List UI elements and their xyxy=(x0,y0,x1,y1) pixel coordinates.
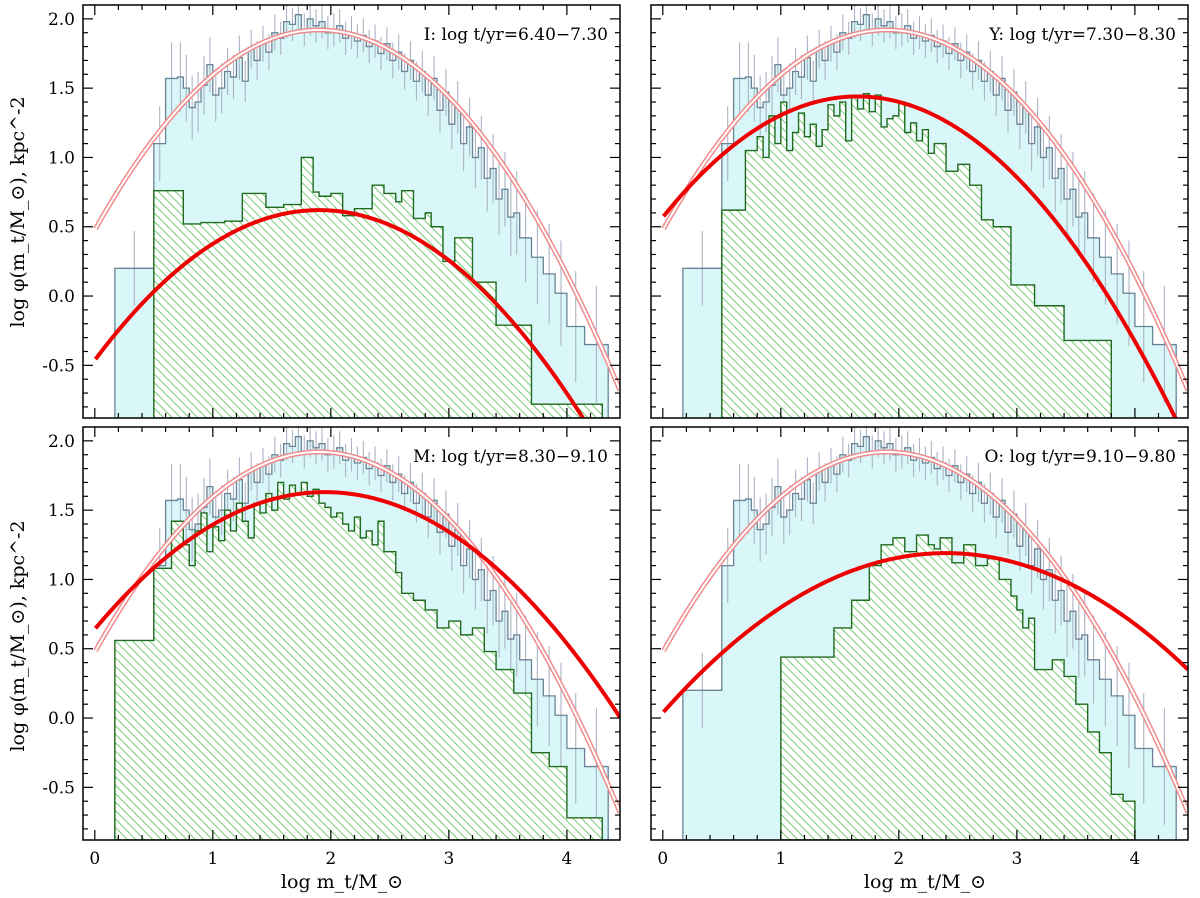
y-tick-label: 0.5 xyxy=(48,218,75,238)
subpop-hist xyxy=(780,534,1136,840)
panel-label: M: log t/yr=8.30−9.10 xyxy=(413,447,608,467)
total-hist-outline xyxy=(682,14,1177,418)
panel-frame xyxy=(650,4,1189,419)
total-fit-curve-core xyxy=(662,450,1188,813)
labels-layer: log m_t/M_⊙ log m_t/M_⊙ log φ(m_t/M_⊙), … xyxy=(7,96,986,893)
y-tick-label: 1.0 xyxy=(48,570,75,590)
panel-label: O: log t/yr=9.10−9.80 xyxy=(984,447,1176,467)
x-tick-label: 3 xyxy=(443,849,454,869)
x-tick-label: 0 xyxy=(89,849,100,869)
x-tick-label: 2 xyxy=(325,849,336,869)
subpop-fit-curve xyxy=(93,208,586,418)
x-tick-label: 0 xyxy=(657,849,668,869)
x-tick-label: 1 xyxy=(775,849,786,869)
total-fit-curve-core xyxy=(94,450,620,813)
y-tick-label: 1.5 xyxy=(48,79,75,99)
x-tick-label: 1 xyxy=(207,849,218,869)
y-tick-label: 1.5 xyxy=(48,501,75,521)
total-fit-curve-core xyxy=(662,28,1188,391)
panel-label: Y: log t/yr=7.30−8.30 xyxy=(988,25,1176,45)
y-tick-label: 2.0 xyxy=(48,10,75,30)
panel-plot-area xyxy=(661,427,1188,840)
x-tick-label: 3 xyxy=(1011,849,1022,869)
panel-plot-area xyxy=(93,5,620,418)
subpop-hist xyxy=(114,481,603,840)
subpop-fit-curve xyxy=(662,551,1188,714)
panel-frame xyxy=(650,426,1189,841)
panel-plot-area xyxy=(93,427,620,840)
x-tick-label: 4 xyxy=(1129,849,1140,869)
x-axis-title-left: log m_t/M_⊙ xyxy=(281,871,403,893)
subpop-hist xyxy=(153,156,603,418)
y-axis-title-top: log φ(m_t/M_⊙), kpc^-2 xyxy=(7,96,29,327)
y-axis-title-bottom: log φ(m_t/M_⊙), kpc^-2 xyxy=(7,520,29,751)
x-axis-title-right: log m_t/M_⊙ xyxy=(864,871,986,893)
panels-layer: -0.5 0.0 0.5 1.0 1.5 2.0 I: log t/yr=6.40−7.30… xyxy=(42,4,1189,869)
total-fit-curve-core xyxy=(94,28,620,391)
total-hist-outline xyxy=(114,14,609,418)
y-tick-label: -0.5 xyxy=(42,356,75,376)
y-tick-label: 2.0 xyxy=(48,432,75,452)
total-hist-outline xyxy=(682,436,1177,840)
y-tick-label: 0.0 xyxy=(48,709,75,729)
subpop-hist xyxy=(721,92,1112,418)
panel-frame xyxy=(82,426,621,841)
subpop-fit-curve xyxy=(661,94,1178,418)
total-hist-outline xyxy=(114,436,609,840)
y-tick-label: -0.5 xyxy=(42,778,75,798)
panel-plot-area xyxy=(661,5,1188,418)
x-tick-label: 2 xyxy=(893,849,904,869)
y-tick-label: 0.5 xyxy=(48,640,75,660)
panel-label: I: log t/yr=6.40−7.30 xyxy=(424,25,608,45)
y-tick-label: 1.0 xyxy=(48,148,75,168)
x-tick-label: 4 xyxy=(561,849,572,869)
y-tick-label: 0.0 xyxy=(48,287,75,307)
panel-frame xyxy=(82,4,621,419)
subpop-fit-curve xyxy=(94,490,620,719)
